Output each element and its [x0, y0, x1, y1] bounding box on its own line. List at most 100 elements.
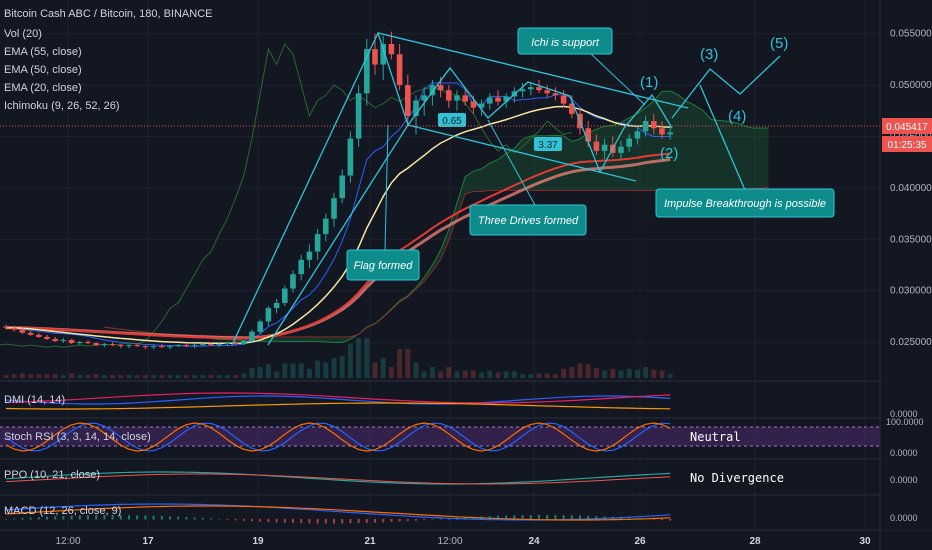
macd-histogram-bar — [128, 515, 130, 520]
volume-bar — [208, 375, 214, 378]
candle-body — [544, 90, 550, 94]
macd-histogram-bar — [333, 519, 335, 524]
macd-histogram-bar — [546, 515, 549, 520]
candle-body — [232, 343, 239, 345]
volume-bar — [643, 367, 649, 378]
volume-bar — [85, 375, 91, 378]
volume-bar — [224, 375, 230, 378]
candle-body — [36, 334, 42, 337]
pane-titles: DMI (14, 14) Stoch RSI (3, 3, 14, 14, cl… — [4, 394, 151, 517]
candle-body — [93, 343, 99, 346]
legend-vol: Vol (20) — [4, 28, 42, 40]
macd-histogram-bar — [349, 519, 352, 524]
svg-text:0.045417: 0.045417 — [886, 122, 928, 133]
macd-histogram-bar — [423, 519, 426, 521]
volume-bar — [618, 370, 624, 378]
macd-histogram-bar — [529, 515, 532, 520]
volume-bar — [331, 358, 337, 378]
candle-body — [634, 131, 641, 139]
impulse-pointer-line — [699, 84, 746, 191]
candle-body — [552, 93, 559, 96]
volume-bars — [3, 338, 673, 378]
macd-histogram-bar — [562, 515, 565, 520]
macd-histogram-bar — [308, 519, 311, 524]
volume-bar — [347, 343, 353, 378]
macd-histogram-bar — [169, 516, 171, 520]
candle-body — [347, 138, 354, 176]
volume-bar — [495, 372, 501, 378]
macd-histogram-bar — [111, 515, 114, 520]
volume-bar — [388, 367, 394, 378]
volume-bar — [77, 375, 83, 378]
candle-body — [183, 345, 190, 347]
volume-bar — [290, 363, 296, 378]
candle-body — [372, 49, 378, 65]
price-axis[interactable] — [881, 0, 932, 530]
candle-body — [437, 85, 444, 91]
candle-body — [601, 144, 608, 151]
volume-bar — [175, 375, 181, 378]
candle-body — [77, 342, 83, 344]
macd-histogram-bar — [341, 519, 344, 524]
candle-body — [142, 346, 149, 348]
candle-body — [134, 345, 140, 347]
volume-bar — [446, 367, 452, 378]
time-axis-tick: 30 — [859, 536, 871, 547]
macd-histogram-bar — [603, 516, 606, 520]
macd-histogram-bar — [46, 516, 48, 520]
volume-bar — [462, 370, 468, 378]
volume-bar — [265, 364, 271, 378]
volume-bar — [233, 375, 239, 378]
volume-bar — [552, 374, 558, 378]
ichimoku-cloud-fill — [104, 90, 769, 343]
wave-projection-line — [671, 55, 781, 119]
candle-body — [290, 274, 296, 289]
candle-body — [331, 198, 337, 219]
pane-title-ppo: PPO (10, 21, close) — [4, 469, 100, 481]
macd-histogram-bar — [636, 518, 639, 520]
macd-histogram-bar — [324, 519, 327, 524]
ichimoku-span-a — [104, 90, 769, 343]
macd-histogram-bar — [390, 519, 393, 522]
dmi-plus-line — [5, 395, 671, 405]
volume-bar — [339, 356, 345, 378]
macd-histogram-bar — [210, 518, 212, 520]
macd-histogram-bar — [29, 517, 32, 520]
candle-body — [339, 175, 345, 199]
macd-histogram-bar — [415, 519, 417, 521]
volume-bar — [511, 371, 517, 378]
price-axis-tick: 0.050000 — [890, 80, 932, 91]
candle-body — [388, 43, 395, 55]
macd-histogram-bar — [21, 518, 24, 520]
candle-body — [257, 321, 263, 332]
candle-body — [446, 90, 452, 101]
macd-histogram-bar — [70, 515, 73, 520]
volume-bar — [93, 374, 99, 378]
volume-bar — [134, 375, 140, 378]
callout-flag: Flag formed — [346, 124, 420, 281]
macd-histogram-bar — [87, 515, 89, 520]
time-axis-tick: 28 — [749, 536, 761, 547]
callout-impulse: Impulse Breakthrough is possible — [655, 188, 835, 218]
volume-bar — [503, 371, 509, 378]
candle-body — [314, 234, 321, 252]
pane-title-macd: MACD (12, 26, close, 9) — [4, 505, 121, 517]
macd-histogram-bar — [54, 516, 57, 520]
stoch-axis-top: 100.0000 — [886, 417, 924, 427]
time-axis-tick: 24 — [528, 536, 540, 547]
volume-bar — [159, 375, 165, 378]
candle-body — [265, 308, 272, 322]
svg-text:Flag formed: Flag formed — [354, 260, 414, 272]
time-axis[interactable]: 12:00 17 19 21 12:00 24 26 28 30 — [55, 536, 871, 547]
volume-bar — [380, 358, 386, 378]
candle-body — [208, 344, 214, 346]
macd-histogram-bar — [152, 515, 155, 520]
macd-axis-label: 0.0000 — [890, 513, 918, 523]
candle-body — [487, 97, 493, 104]
macd-histogram-bar — [472, 516, 475, 520]
channel-bottom-line — [407, 124, 637, 182]
volume-bar — [593, 367, 599, 378]
volume-bar — [405, 349, 411, 378]
macd-histogram-bar — [95, 515, 98, 520]
